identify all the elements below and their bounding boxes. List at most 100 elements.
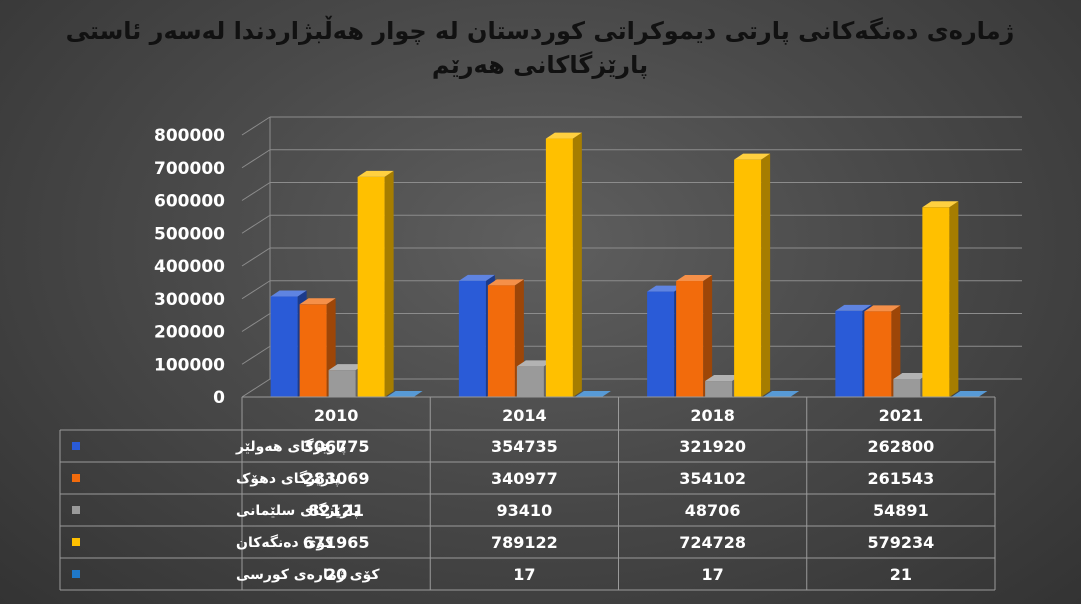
bar-side xyxy=(761,153,771,397)
gridline-diagonal xyxy=(241,247,271,267)
bar-top xyxy=(734,153,771,160)
legend-key xyxy=(72,570,80,578)
gridline-diagonal xyxy=(241,149,271,169)
bar-top xyxy=(386,390,423,397)
bar-top xyxy=(299,298,336,305)
data-label: 17 xyxy=(513,565,535,584)
gridline-diagonal xyxy=(241,182,271,201)
gridline-diagonal xyxy=(241,378,271,398)
x-category-label: 2010 xyxy=(314,406,359,425)
bar-top xyxy=(357,170,394,177)
legend-key xyxy=(72,442,80,450)
y-tick-label: 500000 xyxy=(154,224,225,244)
bar-top xyxy=(835,304,872,311)
data-label: 354735 xyxy=(491,437,558,456)
bar xyxy=(705,381,733,397)
data-label: 724728 xyxy=(679,533,746,552)
bar xyxy=(516,366,544,397)
bar-top xyxy=(487,279,524,286)
bar xyxy=(864,311,892,397)
bar xyxy=(647,291,675,397)
y-tick-label: 600000 xyxy=(154,192,225,212)
gridline-diagonal xyxy=(241,280,271,300)
bar-top xyxy=(574,390,611,397)
data-label: 789122 xyxy=(491,533,558,552)
bar-side xyxy=(891,305,901,397)
bar-top xyxy=(705,375,742,382)
bar-top xyxy=(922,201,959,208)
y-tick-label: 200000 xyxy=(154,323,225,343)
data-label: 21 xyxy=(890,565,912,584)
bar-top xyxy=(951,390,988,397)
x-category-label: 2018 xyxy=(690,406,735,425)
bar-side xyxy=(703,275,713,397)
data-label: 17 xyxy=(701,565,723,584)
bar xyxy=(922,207,950,397)
legend-key xyxy=(72,474,80,482)
data-label: 262800 xyxy=(867,437,934,456)
bar-side xyxy=(949,201,959,397)
bar-side xyxy=(384,170,394,397)
bar-top xyxy=(328,364,365,371)
data-label: 321920 xyxy=(679,437,746,456)
x-category-label: 2021 xyxy=(879,406,924,425)
bar-top xyxy=(647,285,684,292)
bar xyxy=(328,370,356,397)
legend-key xyxy=(72,506,80,514)
bar xyxy=(893,379,921,397)
bar xyxy=(835,310,863,397)
gridline-diagonal xyxy=(241,116,271,136)
bar-side xyxy=(978,390,988,397)
data-label: 261543 xyxy=(867,469,934,488)
bar-top xyxy=(893,373,930,380)
data-label: 48706 xyxy=(685,501,741,520)
data-label: 354102 xyxy=(679,469,746,488)
bar-top xyxy=(545,132,582,139)
gridline-diagonal xyxy=(241,345,271,365)
bar-side xyxy=(790,390,800,397)
legend-key xyxy=(72,538,80,546)
gridline-diagonal xyxy=(241,313,271,332)
data-label: 283069 xyxy=(303,469,370,488)
x-category-label: 2014 xyxy=(502,406,547,425)
bar-top xyxy=(516,360,553,367)
data-label: 340977 xyxy=(491,469,558,488)
bar xyxy=(487,285,515,397)
data-label: 82121 xyxy=(308,501,364,520)
bar-top xyxy=(270,290,307,297)
legend-label: کۆی ژمارەی کورسی xyxy=(236,567,380,583)
data-label: 93410 xyxy=(497,501,553,520)
legend-label: پارێزگای هەولێر xyxy=(235,438,346,455)
bar-top xyxy=(864,305,901,312)
bar xyxy=(270,296,298,397)
bar xyxy=(545,138,573,397)
bar-side xyxy=(601,390,611,397)
y-tick-label: 700000 xyxy=(154,159,225,179)
bar xyxy=(458,280,486,397)
data-label: 54891 xyxy=(873,501,929,520)
y-tick-label: 800000 xyxy=(154,126,225,146)
bar-side xyxy=(413,390,423,397)
legend-label: پارێزگای سلێمانی xyxy=(236,502,359,519)
bar-top xyxy=(458,274,495,281)
gridline-diagonal xyxy=(241,214,271,234)
y-tick-label: 0 xyxy=(213,388,225,408)
data-label: 306775 xyxy=(303,437,370,456)
y-tick-label: 300000 xyxy=(154,290,225,310)
bar-side xyxy=(572,132,582,397)
bar xyxy=(299,304,327,397)
bar xyxy=(676,281,704,397)
bar xyxy=(357,176,385,397)
legend-label: کۆی دەنگەکان xyxy=(236,534,334,551)
data-label: 671965 xyxy=(303,533,370,552)
y-tick-label: 400000 xyxy=(154,257,225,277)
y-tick-label: 100000 xyxy=(154,355,225,375)
bar-top xyxy=(763,390,800,397)
data-label: 579234 xyxy=(867,533,934,552)
chart-title: ژمارەی دەنگەکانی پارتی دیموکراتی کوردستا… xyxy=(65,17,1015,79)
legend-label: پارێزگای دهۆک xyxy=(236,470,340,487)
bar xyxy=(734,159,762,397)
data-label: 20 xyxy=(325,565,347,584)
